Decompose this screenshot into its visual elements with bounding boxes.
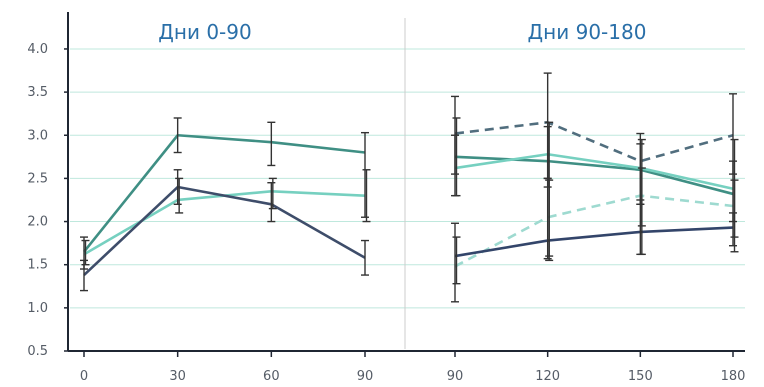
series-line (83, 185, 366, 277)
error-bar (173, 117, 182, 154)
x-tick-label: 30 (169, 369, 186, 384)
x-tick-label: 90 (357, 369, 374, 384)
error-bar (268, 177, 277, 210)
error-bar (730, 179, 739, 238)
panel-title-days-90-180: Дни 90-180 (528, 20, 647, 44)
x-tick-label: 150 (628, 369, 653, 384)
error-bar (175, 177, 184, 214)
series-line (82, 133, 366, 253)
error-bar (267, 121, 276, 167)
x-tick-label: 180 (721, 369, 746, 384)
series-line (454, 155, 734, 196)
y-tick-label: 3.0 (27, 128, 48, 143)
error-bar (636, 199, 645, 256)
error-bar (451, 134, 459, 197)
error-bars (80, 72, 739, 303)
error-bar (637, 167, 646, 227)
error-bar (362, 169, 371, 223)
y-tick-label: 1.0 (27, 301, 48, 316)
axes (64, 12, 745, 357)
x-tick-label: 120 (535, 369, 560, 384)
x-tick-label: 60 (263, 369, 280, 384)
y-tick-label: 2.5 (27, 171, 48, 186)
y-tick-label: 2.0 (27, 215, 48, 230)
error-bar (80, 259, 88, 292)
error-bar (267, 182, 276, 223)
panel-title-days-0-90: Дни 0-90 (158, 20, 251, 44)
x-tick-label: 90 (447, 369, 464, 384)
series-lines (82, 121, 734, 277)
error-bar (451, 222, 459, 303)
series-line (454, 121, 734, 163)
series-line (454, 152, 734, 191)
tick-labels: 0.5 1.0 1.5 2.0 2.5 3.0 3.5 4.0 0 30 60 90 90 120 150 1… (27, 42, 745, 384)
series-line (454, 194, 734, 268)
error-bar (173, 169, 182, 205)
y-tick-label: 3.5 (27, 85, 48, 100)
series-line (454, 226, 734, 258)
y-tick-label: 4.0 (27, 42, 48, 57)
error-bar (545, 179, 554, 257)
x-tick-label: 0 (80, 369, 88, 384)
y-tick-label: 1.5 (27, 258, 48, 273)
error-bar (452, 236, 461, 285)
error-bar (543, 177, 552, 260)
error-bar (361, 131, 369, 218)
error-bar (729, 212, 737, 247)
grid-lines (70, 18, 745, 349)
y-tick-label: 0.5 (27, 344, 48, 359)
error-bar (361, 239, 369, 276)
